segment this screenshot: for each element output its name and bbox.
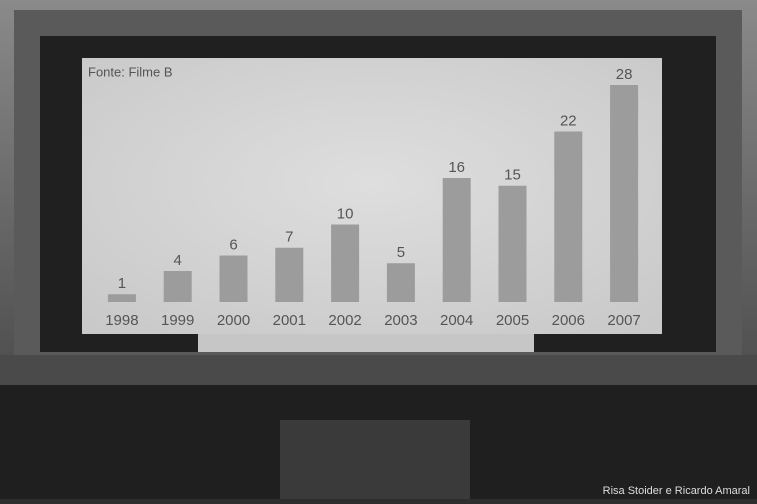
value-label: 10 <box>337 205 354 222</box>
bar <box>554 131 583 302</box>
bar <box>610 85 639 302</box>
x-tick-label: 1999 <box>161 312 194 329</box>
x-tick-label: 2007 <box>607 312 640 329</box>
bar <box>331 224 360 302</box>
bar <box>498 185 527 302</box>
bar <box>219 255 248 302</box>
x-tick-label: 1998 <box>105 312 138 329</box>
bar <box>386 263 415 302</box>
stage <box>0 355 757 385</box>
x-tick-label: 2000 <box>217 312 250 329</box>
value-label: 7 <box>285 229 293 246</box>
x-tick-label: 2004 <box>440 312 473 329</box>
bar <box>107 294 136 302</box>
x-tick-label: 2002 <box>328 312 361 329</box>
value-label: 16 <box>448 159 465 176</box>
x-tick-label: 2005 <box>496 312 529 329</box>
bar <box>163 271 192 302</box>
source: Fonte: Filme B <box>88 64 173 79</box>
x-tick-label: 2003 <box>384 312 417 329</box>
value-label: 22 <box>560 112 577 129</box>
value-label: 4 <box>174 252 182 269</box>
value-label: 1 <box>118 275 126 292</box>
x-tick-label: 2001 <box>273 312 306 329</box>
credit: Risa Stoider e Ricardo Amaral <box>603 485 750 497</box>
x-tick-label: 2006 <box>552 312 585 329</box>
bar <box>442 178 471 302</box>
value-label: 15 <box>504 167 521 184</box>
bar <box>275 247 304 302</box>
aisle <box>280 420 470 499</box>
screen-lower <box>198 334 534 352</box>
value-label: 5 <box>397 244 405 261</box>
value-label: 28 <box>616 66 633 83</box>
value-label: 6 <box>229 236 237 253</box>
